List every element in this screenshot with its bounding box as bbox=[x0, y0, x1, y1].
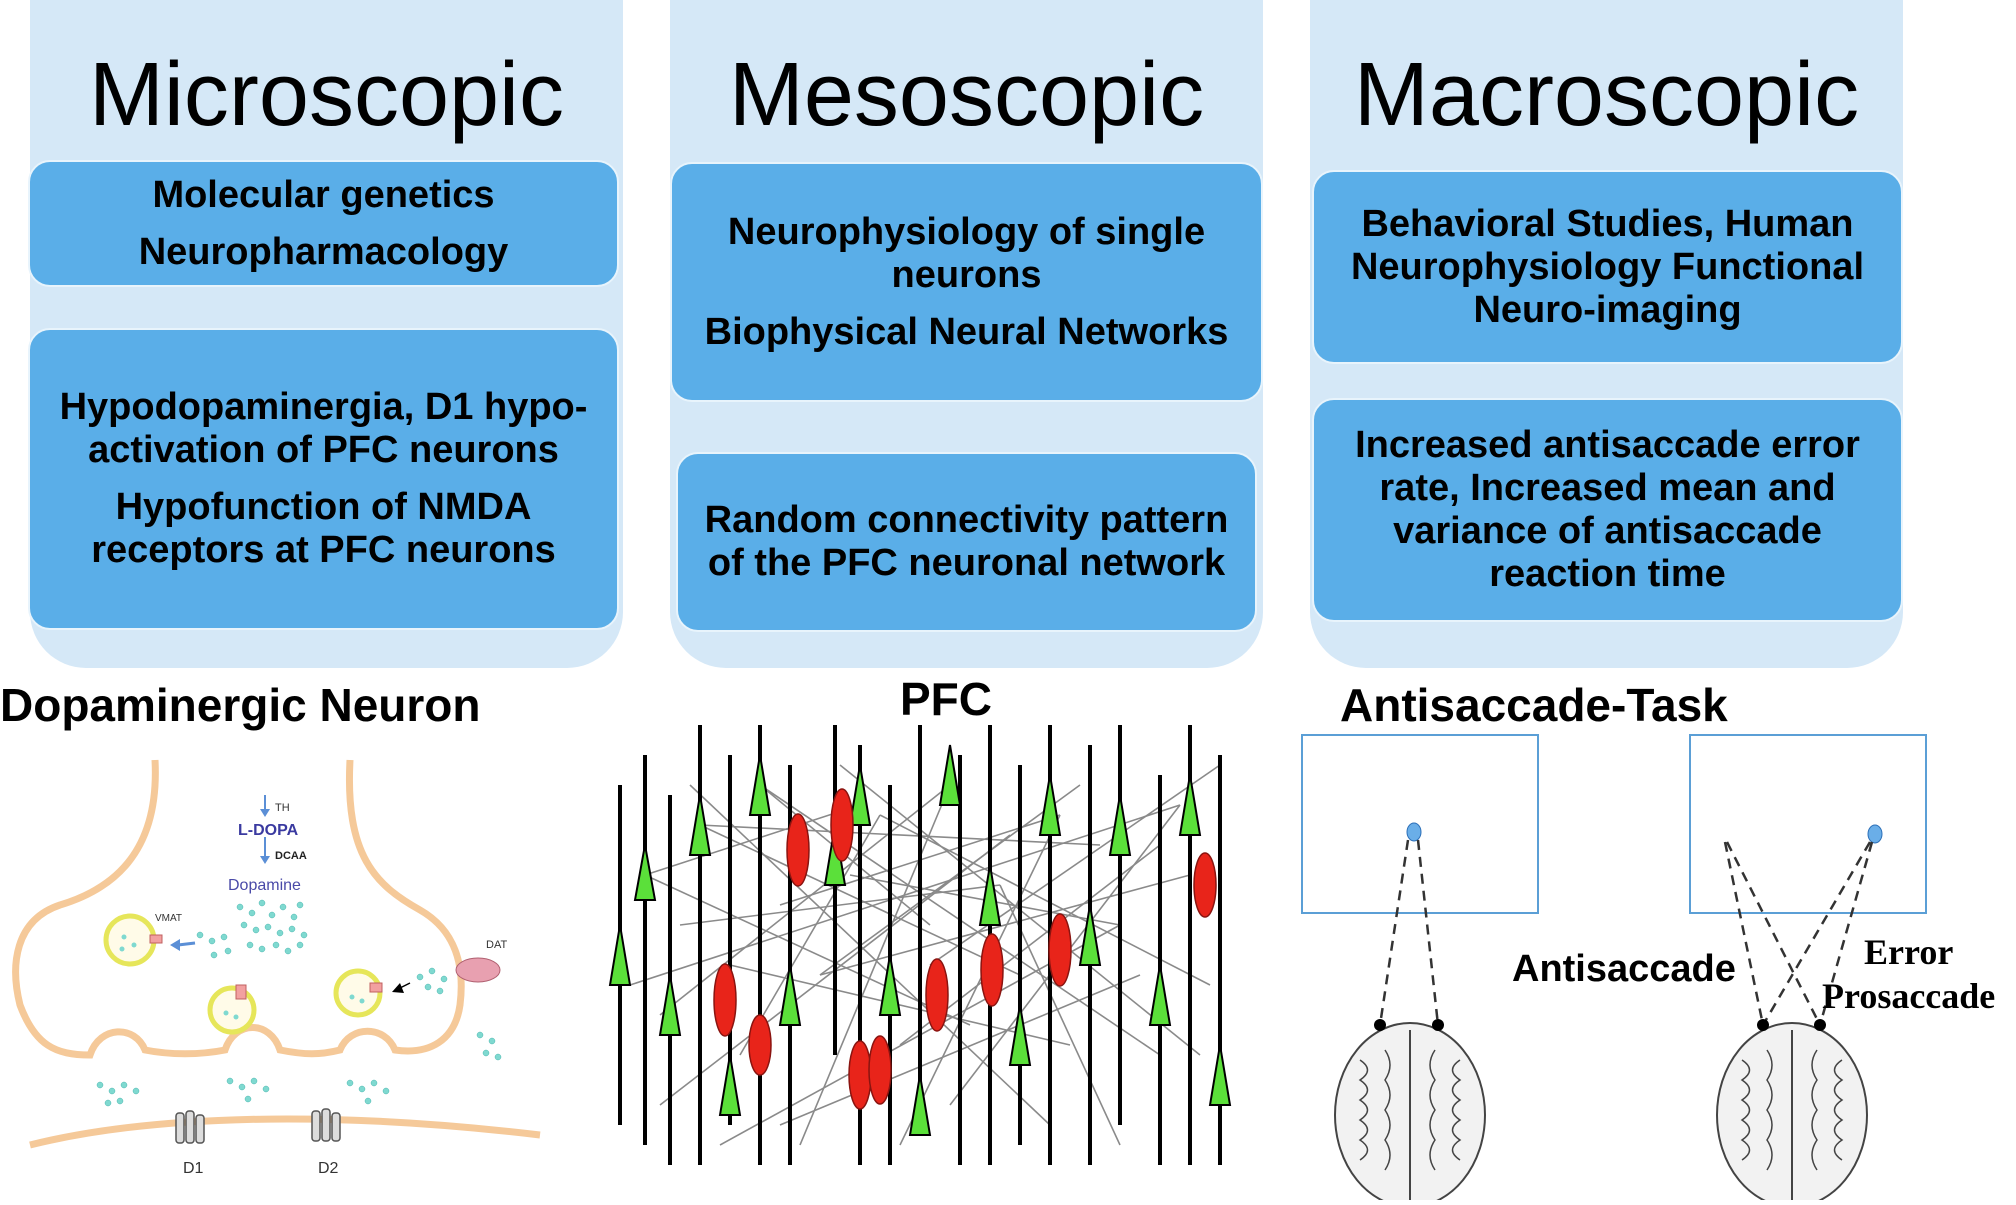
prosaccade-label: Prosaccade bbox=[1822, 976, 1996, 1016]
micro-box-findings: Hypodopaminergia, D1 hypo-activation of … bbox=[28, 328, 619, 630]
screen-right bbox=[1689, 734, 1927, 914]
box-line: Hypofunction of NMDA receptors at PFC ne… bbox=[91, 486, 556, 571]
ldopa-label: L-DOPA bbox=[238, 822, 299, 839]
interneurons bbox=[713, 788, 1217, 1110]
pfc-network-illustration bbox=[608, 725, 1232, 1165]
macro-box-findings: Increased antisaccade error rate, Increa… bbox=[1312, 398, 1903, 622]
column-title: Microscopic bbox=[88, 45, 565, 145]
box-line: Increased antisaccade error rate, Increa… bbox=[1355, 424, 1860, 595]
d2-receptor bbox=[311, 1108, 341, 1142]
gaze-lines bbox=[1378, 839, 1874, 1026]
column-title: Macroscopic bbox=[1353, 45, 1860, 145]
antisaccade-task-label: Antisaccade-Task bbox=[1340, 679, 1728, 731]
target-dot bbox=[1406, 822, 1422, 842]
d1-receptor bbox=[175, 1110, 205, 1144]
screen-left bbox=[1301, 734, 1539, 914]
neuron-somas bbox=[608, 744, 1232, 1136]
box-line: Hypodopaminergia, D1 hypo-activation of … bbox=[59, 386, 588, 471]
box-line: Random connectivity pattern of the PFC n… bbox=[704, 499, 1229, 584]
box-line: Neuropharmacology bbox=[138, 230, 509, 273]
vmat-label: VMAT bbox=[155, 913, 182, 924]
microscopic-column: Microscopic Molecular genetics Neurophar… bbox=[28, 0, 623, 668]
column-title: Mesoscopic bbox=[728, 45, 1205, 145]
error-prosaccade-label: Error Prosaccade bbox=[1822, 930, 1995, 1018]
box-line: Molecular genetics bbox=[152, 173, 495, 216]
macroscopic-column: Macroscopic Behavioral Studies, Human Ne… bbox=[1310, 0, 1903, 668]
antisaccade-illustration bbox=[1301, 734, 1927, 1200]
dopamine-label: Dopamine bbox=[228, 877, 301, 894]
box-line: Neurophysiology of single neurons bbox=[727, 210, 1206, 296]
vesicle bbox=[207, 984, 257, 1035]
mesoscopic-column: Mesoscopic Neurophysiology of single neu… bbox=[670, 0, 1263, 668]
box-line: Behavioral Studies, Human Neurophysiolog… bbox=[1350, 202, 1865, 331]
pfc-label: PFC bbox=[900, 673, 992, 725]
dopaminergic-neuron-label: Dopaminergic Neuron bbox=[0, 679, 481, 731]
th-label: TH bbox=[275, 802, 290, 814]
vesicle bbox=[333, 968, 383, 1018]
dat-label: DAT bbox=[486, 939, 507, 951]
d2-label: D2 bbox=[318, 1160, 339, 1177]
brain-left bbox=[1334, 1022, 1486, 1200]
meso-box-findings: Random connectivity pattern of the PFC n… bbox=[676, 452, 1257, 632]
dcaa-label: DCAA bbox=[275, 850, 307, 862]
meso-box-methods: Neurophysiology of single neurons Biophy… bbox=[670, 162, 1263, 402]
vesicle bbox=[103, 913, 163, 967]
d1-label: D1 bbox=[183, 1160, 204, 1177]
network-connections bbox=[629, 764, 1221, 1146]
micro-box-methods: Molecular genetics Neuropharmacology bbox=[28, 160, 619, 287]
macro-box-methods: Behavioral Studies, Human Neurophysiolog… bbox=[1312, 170, 1903, 364]
box-line: Biophysical Neural Networks bbox=[704, 310, 1229, 353]
brain-right bbox=[1716, 1022, 1868, 1200]
dopamine-dots bbox=[96, 899, 502, 1107]
target-dot bbox=[1867, 824, 1883, 844]
antisaccade-label: Antisaccade bbox=[1512, 948, 1736, 990]
synapse-illustration: TH L-DOPA DCAA Dopamine DAT VMAT bbox=[12, 759, 541, 1177]
error-label: Error bbox=[1864, 932, 1954, 972]
dat-transporter bbox=[455, 957, 501, 983]
postsynaptic-membrane bbox=[29, 1115, 541, 1149]
